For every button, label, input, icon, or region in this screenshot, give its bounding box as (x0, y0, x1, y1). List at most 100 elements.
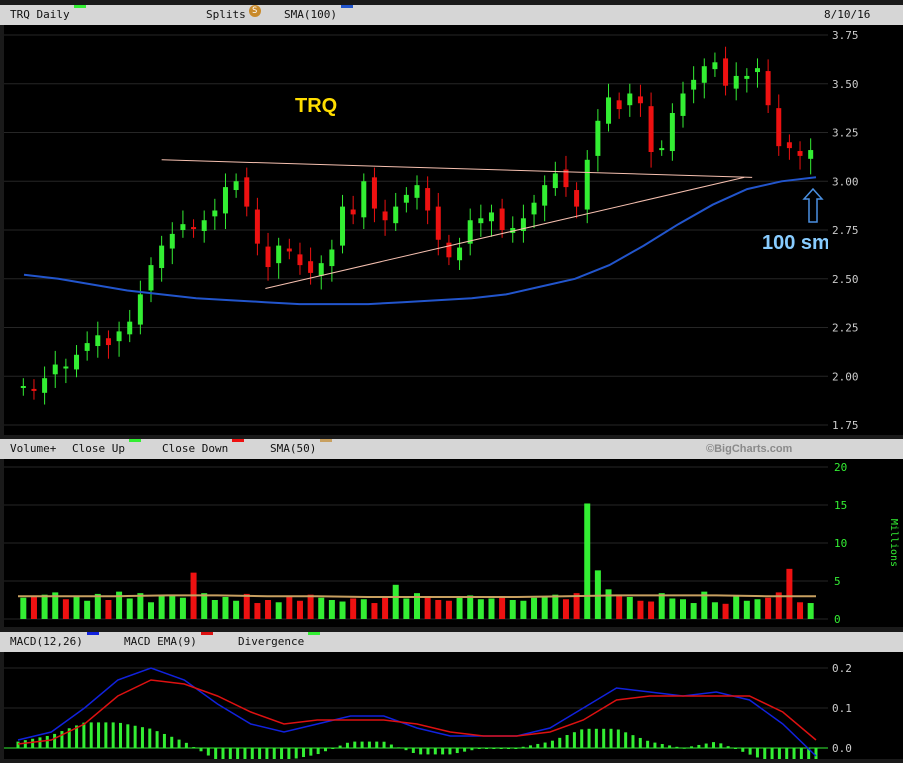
close-up-legend: Close Up (72, 439, 141, 459)
candle-body (148, 265, 154, 291)
volume-bar (509, 600, 516, 619)
price-candle (606, 83, 612, 132)
candle-body (244, 177, 250, 207)
divergence-bar (426, 748, 430, 755)
volume-bar (690, 603, 697, 619)
price-candle (105, 330, 111, 359)
volume-bar (616, 595, 623, 619)
divergence-bar (609, 728, 613, 748)
volume-bar (243, 593, 250, 619)
candle-body (361, 181, 367, 218)
price-candle (637, 84, 643, 117)
price-tick-label: 3.50 (832, 78, 859, 91)
price-candle (786, 134, 792, 160)
legend-swatch-macd (86, 632, 99, 635)
macd-line (17, 667, 817, 757)
price-candle (361, 173, 367, 230)
divergence-bar (126, 724, 130, 748)
price-candle (42, 366, 48, 405)
price-candle (169, 222, 175, 265)
volume-bar (307, 594, 314, 619)
price-tick-label: 2.00 (832, 370, 859, 383)
candle-body (659, 148, 665, 151)
divergence-bar (375, 741, 379, 748)
volume-bar (531, 597, 538, 619)
divergence-bar (690, 746, 694, 748)
divergence-bar (441, 748, 445, 755)
price-candle (148, 257, 154, 303)
candle-body (95, 335, 101, 347)
price-candle (520, 204, 526, 243)
divergence-bar (792, 748, 796, 763)
price-candle (276, 237, 282, 279)
price-tick-label: 1.75 (832, 419, 859, 432)
candle-body (712, 62, 718, 70)
candle-body (169, 233, 175, 249)
lower-trendline (265, 176, 745, 289)
price-candle (616, 92, 622, 119)
volume-bar (318, 597, 325, 619)
candle-body (371, 177, 377, 209)
sma-note-annotation: 100 sma (762, 232, 828, 254)
divergence-bar (53, 733, 57, 748)
divergence-bar (214, 748, 218, 760)
volume-bar (552, 594, 559, 619)
volume-bar (296, 600, 303, 619)
divergence-bar (763, 748, 767, 761)
sma50-legend: SMA(50) (270, 439, 333, 459)
divergence-bar (60, 731, 64, 748)
divergence-bar (265, 748, 269, 763)
volume-bar (158, 595, 165, 619)
price-candle (488, 204, 494, 237)
divergence-bar (770, 748, 774, 763)
divergence-bar (799, 748, 803, 763)
candle-body (520, 218, 526, 231)
divergence-bar (777, 748, 781, 763)
price-candle (127, 309, 133, 343)
price-chart: TRQ 100 sma (4, 25, 842, 435)
volume-bar (435, 600, 442, 619)
macd-chart (4, 652, 828, 763)
divergence-bar (287, 748, 291, 760)
divergence-bar (38, 737, 42, 748)
divergence-bar (16, 741, 20, 748)
candle-body (393, 206, 399, 224)
price-candle (340, 194, 346, 254)
candle-body (744, 75, 750, 79)
divergence-bar (45, 735, 49, 748)
divergence-bar (419, 748, 423, 755)
divergence-bar (616, 729, 620, 748)
divergence-bar (675, 746, 679, 748)
price-candle (648, 92, 654, 168)
volume-axis: Millions 20 15 10 5 0 (828, 459, 903, 627)
volume-bar (499, 596, 506, 619)
price-candle (212, 198, 218, 230)
volume-tick-label: 20 (834, 461, 847, 474)
price-candle (297, 242, 303, 275)
divergence-bar (140, 727, 144, 748)
volume-bar (637, 600, 644, 619)
price-tick-label: 3.25 (832, 127, 859, 140)
volume-label: Volume+ (10, 442, 57, 455)
candle-body (808, 150, 814, 159)
volume-bar (116, 591, 123, 619)
volume-bar (275, 602, 282, 619)
divergence-bar (272, 748, 276, 763)
divergence-bar (170, 736, 174, 748)
sma-legend: SMA(100) (284, 5, 353, 25)
divergence-bar (382, 741, 386, 748)
splits-legend: Splits S (206, 5, 261, 25)
candle-body (159, 245, 165, 269)
price-candle (754, 58, 760, 88)
divergence-bar (206, 748, 210, 756)
candle-body (531, 202, 537, 215)
divergence-bar (243, 748, 247, 763)
divergence-bar (697, 744, 701, 748)
price-candle (286, 238, 292, 260)
volume-bar (233, 600, 240, 619)
volume-bar (648, 601, 655, 619)
divergence-bar (111, 722, 115, 748)
candle-body (116, 331, 122, 342)
volume-bar (701, 591, 708, 619)
divergence-bar (250, 748, 254, 763)
